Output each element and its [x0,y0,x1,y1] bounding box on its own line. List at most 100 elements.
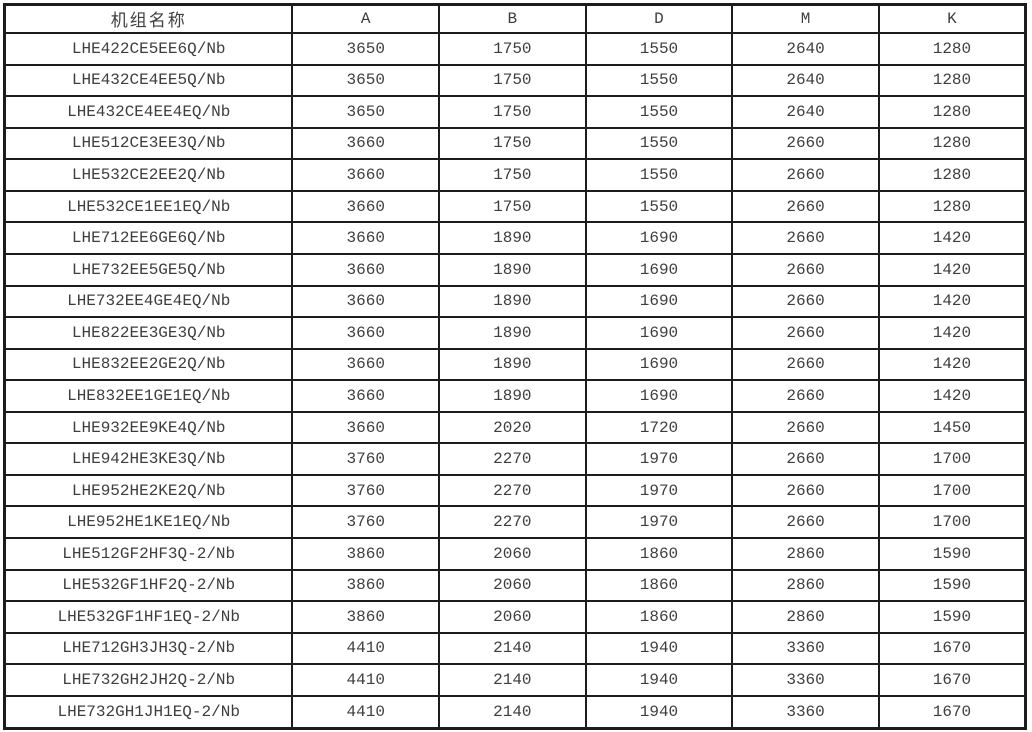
unit-name-cell: LHE732EE5GE5Q/Nb [3,252,294,287]
unit-name-cell: LHE832EE1GE1EQ/Nb [3,379,294,413]
dimension-cell-k: 1280 [877,95,1027,129]
table-row: LHE952HE1KE1EQ/Nb 3760 2270 1970 2660 17… [3,505,1027,539]
dimension-cell-m: 2660 [731,189,880,224]
dimension-cell-d: 1970 [584,505,734,539]
unit-name-cell: LHE942HE3KE3Q/Nb [3,442,294,476]
dimension-cell-k: 1590 [877,568,1027,603]
dimension-cell-a: 3660 [291,221,441,255]
dimension-cell-d: 1690 [584,221,734,255]
dimension-cell-k: 1420 [877,347,1027,382]
unit-name-cell: LHE532CE1EE1EQ/Nb [3,189,294,224]
dimension-cell-k: 1450 [877,410,1027,445]
unit-name-cell: LHE952HE2KE2Q/Nb [3,473,294,508]
dimension-cell-d: 1940 [584,663,734,697]
dimension-cell-m: 3360 [731,663,880,697]
dimension-cell-m: 2640 [731,95,880,129]
dimension-cell-b: 2140 [438,694,587,730]
dimension-cell-b: 2060 [438,600,587,634]
table-row: LHE712GH3JH3Q-2/Nb 4410 2140 1940 3360 1… [3,631,1027,666]
table-row: LHE432CE4EE5Q/Nb 3650 1750 1550 2640 128… [3,63,1027,98]
dimension-cell-a: 3660 [291,316,441,350]
dimension-cell-b: 2060 [438,568,587,603]
dimension-cell-b: 1750 [438,158,587,192]
dimension-cell-d: 1690 [584,316,734,350]
unit-name-cell: LHE532CE2EE2Q/Nb [3,158,294,192]
dimension-cell-k: 1280 [877,189,1027,224]
dimension-cell-m: 2660 [731,221,880,255]
dimension-cell-k: 1670 [877,694,1027,730]
table-row: LHE532CE2EE2Q/Nb 3660 1750 1550 2660 128… [3,158,1027,192]
dimension-cell-b: 2140 [438,663,587,697]
table-row: LHE712EE6GE6Q/Nb 3660 1890 1690 2660 142… [3,221,1027,255]
unit-name-cell: LHE512GF2HF3Q-2/Nb [3,537,294,571]
dimension-cell-a: 3860 [291,568,441,603]
table-row: LHE732EE5GE5Q/Nb 3660 1890 1690 2660 142… [3,252,1027,287]
dimension-cell-m: 2660 [731,473,880,508]
dimension-cell-m: 3360 [731,694,880,730]
dimension-cell-m: 2660 [731,158,880,192]
dimension-cell-a: 3660 [291,410,441,445]
dimension-cell-a: 4410 [291,631,441,666]
dimension-cell-m: 2640 [731,32,880,66]
table-row: LHE512GF2HF3Q-2/Nb 3860 2060 1860 2860 1… [3,537,1027,571]
dimension-cell-m: 2640 [731,63,880,98]
unit-name-cell: LHE952HE1KE1EQ/Nb [3,505,294,539]
table-row: LHE732EE4GE4EQ/Nb 3660 1890 1690 2660 14… [3,284,1027,319]
dimension-cell-k: 1280 [877,126,1027,161]
dimension-cell-b: 2270 [438,473,587,508]
unit-dimensions-table: 机组名称 A B D M K LHE422CE5EE6Q/Nb 3650 175… [3,3,1027,730]
unit-name-cell: LHE532GF1HF2Q-2/Nb [3,568,294,603]
dimension-cell-m: 2660 [731,347,880,382]
dimension-cell-b: 1750 [438,126,587,161]
table-row: LHE532CE1EE1EQ/Nb 3660 1750 1550 2660 12… [3,189,1027,224]
dimension-cell-a: 3660 [291,284,441,319]
dimension-cell-b: 2270 [438,505,587,539]
unit-name-cell: LHE712EE6GE6Q/Nb [3,221,294,255]
dimension-cell-d: 1550 [584,158,734,192]
table-row: LHE832EE1GE1EQ/Nb 3660 1890 1690 2660 14… [3,379,1027,413]
dimension-cell-m: 2860 [731,568,880,603]
dimension-cell-a: 3860 [291,600,441,634]
dimension-cell-k: 1420 [877,316,1027,350]
dimension-cell-a: 3660 [291,158,441,192]
dimension-cell-b: 1750 [438,95,587,129]
dimension-cell-k: 1420 [877,284,1027,319]
dimension-cell-b: 1750 [438,63,587,98]
dimension-cell-d: 1550 [584,95,734,129]
table-row: LHE732GH1JH1EQ-2/Nb 4410 2140 1940 3360 … [3,694,1027,730]
column-header-b: B [438,3,587,34]
dimension-cell-k: 1280 [877,32,1027,66]
dimension-cell-k: 1280 [877,63,1027,98]
dimension-cell-a: 3650 [291,63,441,98]
table-row: LHE732GH2JH2Q-2/Nb 4410 2140 1940 3360 1… [3,663,1027,697]
dimension-cell-a: 3660 [291,126,441,161]
dimension-cell-a: 3660 [291,347,441,382]
table-row: LHE952HE2KE2Q/Nb 3760 2270 1970 2660 170… [3,473,1027,508]
dimension-cell-m: 2660 [731,284,880,319]
table-row: LHE932EE9KE4Q/Nb 3660 2020 1720 2660 145… [3,410,1027,445]
dimension-cell-a: 3760 [291,442,441,476]
table-row: LHE822EE3GE3Q/Nb 3660 1890 1690 2660 142… [3,316,1027,350]
dimension-cell-k: 1590 [877,600,1027,634]
dimension-cell-k: 1670 [877,631,1027,666]
unit-name-cell: LHE432CE4EE5Q/Nb [3,63,294,98]
table-body: LHE422CE5EE6Q/Nb 3650 1750 1550 2640 128… [3,32,1027,730]
dimension-cell-b: 1750 [438,32,587,66]
unit-name-cell: LHE822EE3GE3Q/Nb [3,316,294,350]
table-row: LHE942HE3KE3Q/Nb 3760 2270 1970 2660 170… [3,442,1027,476]
dimension-cell-d: 1550 [584,32,734,66]
column-header-k: K [877,3,1027,34]
dimension-cell-d: 1550 [584,126,734,161]
unit-name-cell: LHE532GF1HF1EQ-2/Nb [3,600,294,634]
dimension-cell-m: 2660 [731,252,880,287]
dimension-cell-a: 3650 [291,32,441,66]
dimension-cell-b: 1890 [438,284,587,319]
dimension-cell-a: 3660 [291,189,441,224]
dimension-cell-m: 2660 [731,126,880,161]
dimension-cell-m: 2660 [731,505,880,539]
dimension-cell-b: 1890 [438,221,587,255]
dimension-cell-d: 1860 [584,537,734,571]
dimension-cell-b: 1890 [438,347,587,382]
dimension-cell-k: 1420 [877,252,1027,287]
unit-name-cell: LHE422CE5EE6Q/Nb [3,32,294,66]
